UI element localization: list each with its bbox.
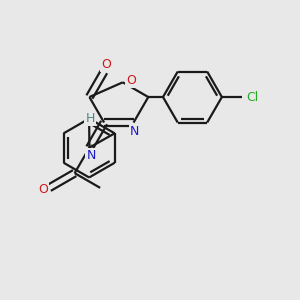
Text: Cl: Cl: [246, 91, 258, 103]
Text: O: O: [38, 183, 48, 196]
Text: O: O: [127, 74, 136, 87]
Text: N: N: [87, 149, 96, 162]
Text: H: H: [86, 112, 95, 125]
Text: O: O: [101, 58, 111, 71]
Text: N: N: [130, 125, 139, 138]
